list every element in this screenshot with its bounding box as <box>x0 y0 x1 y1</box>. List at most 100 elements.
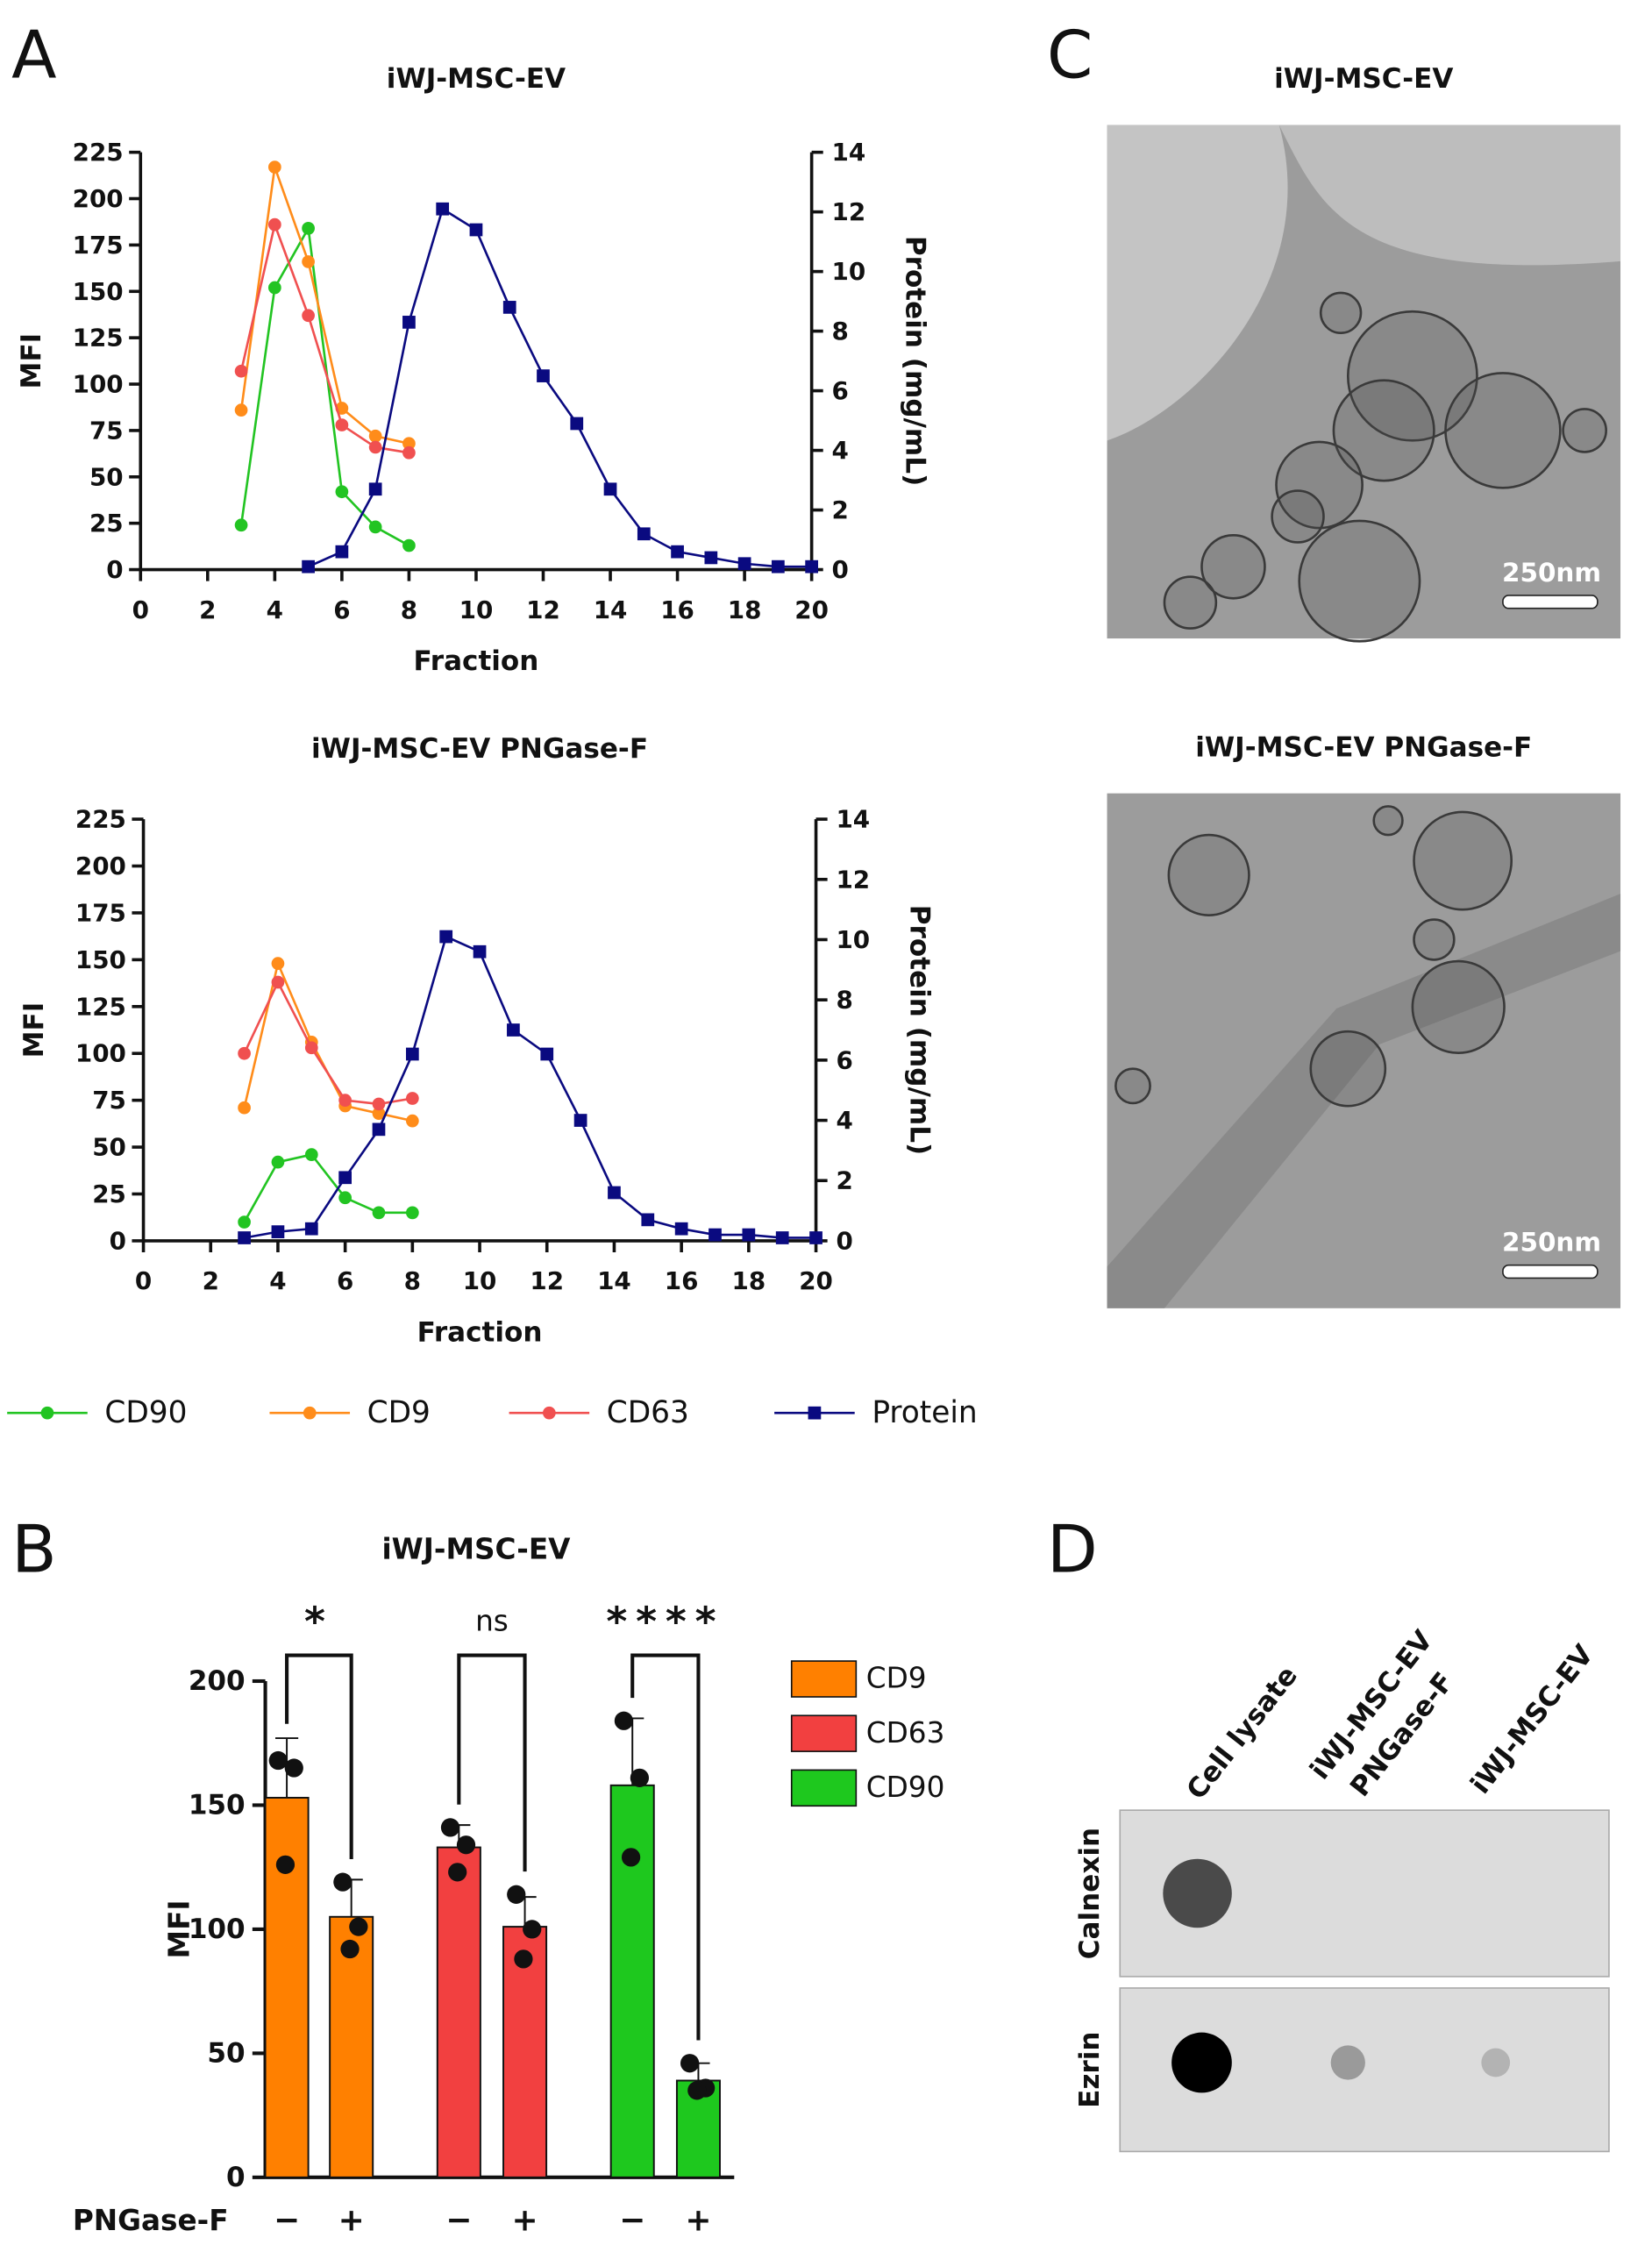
y-tick-label: 225 <box>73 138 124 167</box>
marker <box>271 975 285 989</box>
x-tick-label: 0 <box>132 595 149 624</box>
marker <box>372 1107 386 1120</box>
data-point <box>514 1949 533 1969</box>
x-tick-label: − <box>274 2202 300 2238</box>
x-tick-label: 10 <box>463 1266 497 1295</box>
x-tick-label: 12 <box>530 1266 564 1295</box>
marker <box>303 1406 317 1420</box>
legend-swatch <box>790 1660 858 1698</box>
legend-label: CD90 <box>104 1395 187 1430</box>
chart-title: iWJ-MSC-EV <box>387 63 566 95</box>
vesicle <box>1444 372 1562 489</box>
carbon-film <box>1107 894 1621 1308</box>
marker <box>271 1155 285 1169</box>
marker <box>402 437 416 451</box>
y2-tick-label: 4 <box>832 436 849 465</box>
y-tick-label: 0 <box>110 1226 126 1255</box>
marker <box>570 417 584 431</box>
chart-title: iWJ-MSC-EV <box>381 1533 571 1566</box>
micrograph <box>1107 125 1621 643</box>
significance-label: **** <box>606 1597 724 1644</box>
carbon-film <box>1107 125 1621 266</box>
row-label: Calnexin <box>1074 1828 1106 1959</box>
marker <box>436 202 450 216</box>
x-tick-label: 8 <box>404 1266 421 1295</box>
data-point <box>448 1863 467 1882</box>
x-tick-label: 6 <box>337 1266 353 1295</box>
y-tick-label: 75 <box>89 416 124 445</box>
marker <box>238 1046 251 1060</box>
y-tick-label: 100 <box>189 1914 246 1945</box>
marker <box>372 1206 386 1220</box>
x-axis-label: Fraction <box>414 645 539 677</box>
marker <box>302 309 315 323</box>
blot-dot <box>1163 1858 1232 1928</box>
marker <box>772 559 785 574</box>
marker <box>304 1222 318 1236</box>
y-tick-label: 175 <box>75 898 126 927</box>
y2-tick-label: 0 <box>832 555 849 584</box>
marker <box>372 1097 386 1111</box>
y-tick-label: 200 <box>75 852 126 880</box>
vesicle <box>1411 959 1506 1054</box>
marker <box>402 316 416 329</box>
legend-label: CD63 <box>607 1395 689 1430</box>
marker <box>368 482 382 496</box>
marker <box>338 1094 352 1108</box>
marker <box>368 520 382 534</box>
row-label: Ezrin <box>1074 2031 1106 2107</box>
scale-bar-label: 250nm <box>1502 558 1601 588</box>
data-point <box>268 1750 288 1771</box>
data-point <box>621 1848 641 1867</box>
marker <box>302 222 315 235</box>
data-point <box>523 1920 542 1939</box>
bar <box>264 1796 310 2178</box>
x-tick-label: + <box>338 2202 365 2238</box>
marker <box>405 1206 419 1220</box>
marker <box>737 557 751 571</box>
marker <box>304 1041 318 1055</box>
y2-tick-label: 6 <box>836 1045 852 1074</box>
column-label: Cell lysate <box>1180 1660 1304 1806</box>
y-axis-label: MFI <box>16 333 47 389</box>
y2-tick-label: 2 <box>836 1166 852 1195</box>
y2-tick-label: 12 <box>836 865 870 894</box>
significance-bracket <box>285 1653 353 1859</box>
series-line <box>308 207 812 568</box>
x-tick-label: 18 <box>732 1266 766 1295</box>
chart-title: iWJ-MSC-EV PNGase-F <box>311 733 648 765</box>
marker <box>671 545 684 559</box>
y-tick-label: 100 <box>75 1039 126 1068</box>
y2-tick-label: 8 <box>832 317 849 346</box>
y-tick-label: 0 <box>106 555 123 584</box>
data-point <box>284 1758 303 1778</box>
marker <box>267 217 281 232</box>
y-axis-label: MFI <box>18 1002 50 1058</box>
y-tick-label: 125 <box>73 324 124 353</box>
marker <box>335 485 349 499</box>
vesicle <box>1271 489 1325 544</box>
y-tick-label: 125 <box>75 992 126 1021</box>
blot-dot <box>1481 2048 1511 2078</box>
panel-label: A <box>11 16 56 93</box>
blot-dot <box>1330 2045 1365 2080</box>
marker <box>368 429 382 443</box>
marker <box>540 1047 554 1061</box>
marker <box>234 403 248 417</box>
marker <box>372 1122 386 1137</box>
marker <box>603 482 617 496</box>
vesicle <box>1413 810 1513 911</box>
marker <box>742 1228 756 1242</box>
vesicle <box>1309 1030 1387 1108</box>
marker <box>338 1171 352 1185</box>
marker <box>674 1222 688 1236</box>
micrograph-title: iWJ-MSC-EV PNGase-F <box>1195 731 1532 763</box>
data-point <box>507 1885 526 1904</box>
data-point <box>440 1818 460 1837</box>
legend-swatch <box>790 1714 858 1752</box>
x-tick-label: 16 <box>660 595 694 624</box>
x-tick-label: 8 <box>401 595 417 624</box>
marker <box>402 445 416 460</box>
series-line <box>244 935 816 1239</box>
